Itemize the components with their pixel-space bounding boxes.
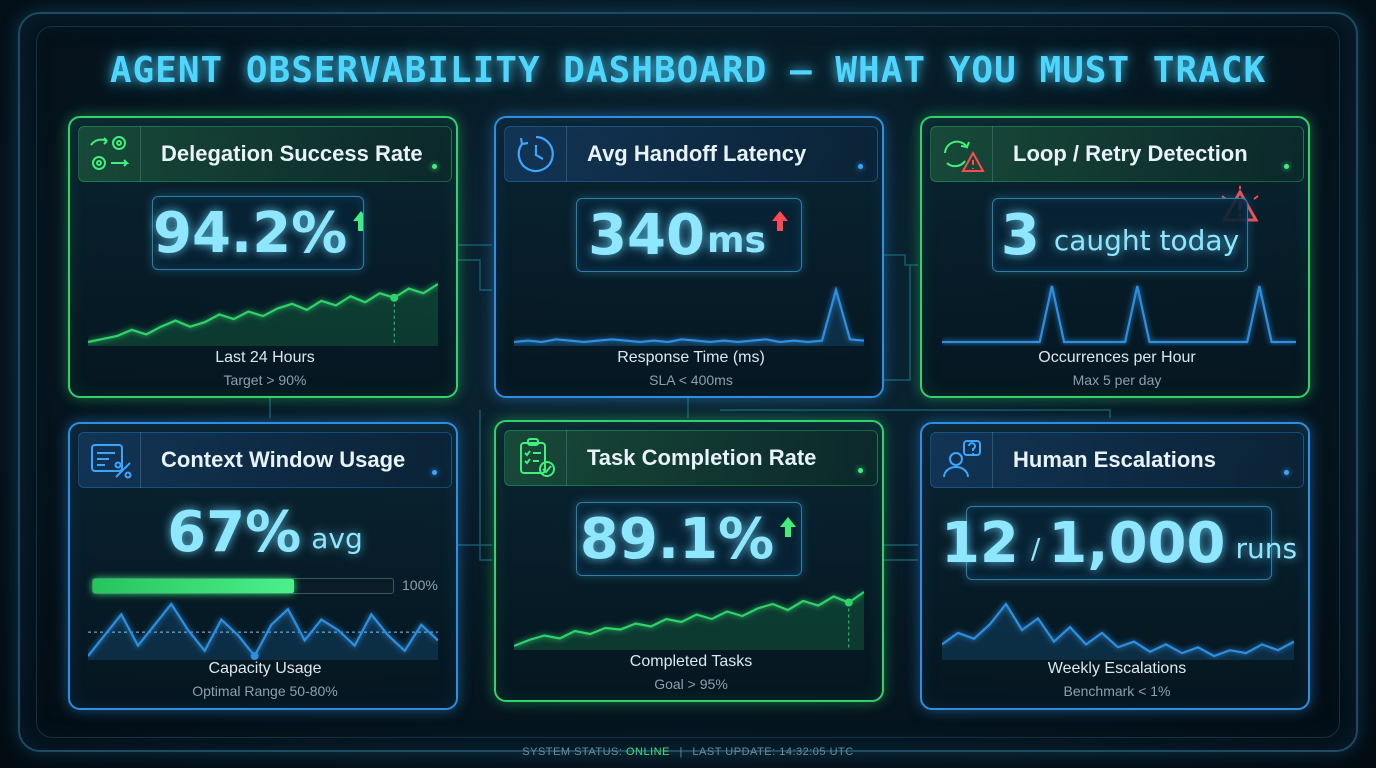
- chart-subcaption: Goal > 95%: [654, 676, 728, 692]
- delegation-gears-icon: [79, 126, 141, 182]
- metric-value: 89.1%: [579, 506, 775, 572]
- sparkline-area: [88, 284, 438, 346]
- metric-value: 340: [588, 202, 705, 268]
- sparkline-area: [514, 592, 864, 650]
- metric-value: 94.2%: [153, 200, 348, 266]
- sparkline-line: [942, 602, 1294, 658]
- panel-loop-retry-detection[interactable]: Loop / Retry Detection 3 caught today Oc…: [920, 116, 1310, 398]
- metric-separator: /: [1030, 532, 1041, 565]
- metric-value-box: 94.2%: [152, 196, 364, 270]
- panel-title: Delegation Success Rate: [161, 141, 423, 166]
- metric-value: 12: [940, 510, 1019, 576]
- dashboard-inner-frame: [36, 26, 1340, 738]
- clipboard-check-icon: [505, 430, 567, 486]
- chart-caption: Weekly Escalations: [1047, 660, 1187, 677]
- panel-delegation-success-rate[interactable]: Delegation Success Rate 94.2% Last 24 Ho…: [68, 116, 458, 398]
- sparkline-chart: [942, 602, 1294, 660]
- panel-header: Context Window Usage: [78, 432, 452, 488]
- sparkline-line: [514, 591, 864, 648]
- metric-value-total: 1,000: [1048, 510, 1226, 576]
- sparkline-chart: [88, 602, 438, 660]
- panel-human-escalations[interactable]: Human Escalations 12 / 1,000 runs Weekly…: [920, 422, 1310, 710]
- loop-retry-icon: [931, 126, 993, 182]
- status-state: ONLINE: [625, 746, 670, 758]
- metric-value: 67%: [167, 500, 302, 565]
- metric-value-row: 67% avg: [70, 500, 460, 565]
- marker-point: [390, 293, 399, 302]
- sparkline-line: [88, 602, 438, 658]
- metric-value-box: 12 / 1,000 runs: [941, 506, 1297, 580]
- progress-max-label: 100%: [402, 577, 438, 593]
- panel-header: Avg Handoff Latency: [504, 126, 878, 182]
- metric-value-box: 89.1%: [576, 502, 802, 576]
- arrow-up-red-icon: [771, 211, 788, 231]
- panel-title: Human Escalations: [1013, 447, 1216, 472]
- arrow-up-green-icon: [780, 517, 797, 537]
- chart-caption: Last 24 Hours: [215, 349, 315, 366]
- person-question-icon: [931, 432, 993, 488]
- chart-subcaption: Benchmark < 1%: [1063, 683, 1171, 699]
- system-status-bar: SYSTEM STATUS: ONLINE | LAST UPDATE: 14:…: [0, 746, 1376, 758]
- context-percent-icon: [79, 432, 141, 488]
- metric-value: 3: [1000, 202, 1040, 268]
- sparkline-chart: [88, 283, 438, 346]
- panel-avg-handoff-latency[interactable]: Avg Handoff Latency 340 ms Response Time…: [494, 116, 884, 398]
- metric-unit: runs: [1235, 532, 1298, 565]
- panel-context-window-usage[interactable]: Context Window Usage 67% avg 100% Capaci…: [68, 422, 458, 710]
- chart-caption: Occurrences per Hour: [1038, 349, 1196, 366]
- sparkline-chart: [514, 286, 864, 346]
- panel-title: Context Window Usage: [161, 447, 406, 472]
- marker-point: [844, 598, 853, 607]
- last-update: LAST UPDATE: 14:32:05 UTC: [692, 746, 854, 758]
- chart-caption: Capacity Usage: [208, 660, 322, 677]
- dashboard-title: AGENT OBSERVABILITY DASHBOARD — WHAT YOU…: [109, 50, 1267, 91]
- sparkline-chart: [942, 285, 1296, 344]
- chart-subcaption: Max 5 per day: [1072, 372, 1162, 388]
- panel-task-completion-rate[interactable]: Task Completion Rate 89.1% Completed Tas…: [494, 420, 884, 702]
- sparkline-area: [942, 604, 1294, 660]
- panel-title: Task Completion Rate: [587, 445, 817, 470]
- sparkline-chart: [514, 591, 864, 650]
- chart-caption: Response Time (ms): [617, 349, 765, 366]
- sparkline-area: [88, 604, 438, 660]
- status-dot: [1284, 164, 1289, 169]
- panel-header: Loop / Retry Detection: [930, 126, 1304, 182]
- marker-point: [250, 652, 259, 660]
- status-label: SYSTEM STATUS:: [522, 746, 623, 758]
- metric-value-box: 340 ms: [576, 198, 802, 272]
- panel-header: Delegation Success Rate: [78, 126, 452, 182]
- panel-header: Task Completion Rate: [504, 430, 878, 486]
- status-dot: [432, 164, 437, 169]
- metric-unit: avg: [311, 522, 363, 555]
- panel-title: Avg Handoff Latency: [587, 141, 807, 166]
- status-separator: |: [679, 746, 683, 758]
- status-dot: [858, 468, 863, 473]
- sparkline-line: [942, 285, 1296, 344]
- chart-subcaption: SLA < 400ms: [649, 372, 733, 388]
- status-dot: [432, 470, 437, 475]
- panel-header: Human Escalations: [930, 432, 1304, 488]
- sparkline-line: [88, 283, 438, 344]
- metric-unit: ms: [706, 220, 766, 261]
- chart-subcaption: Target > 90%: [223, 372, 307, 388]
- metric-unit: caught today: [1053, 224, 1240, 257]
- sparkline-area: [514, 290, 864, 346]
- context-progress-bar: [92, 578, 394, 594]
- chart-caption: Completed Tasks: [629, 653, 753, 670]
- arrow-up-green-icon: [353, 211, 363, 231]
- status-dot: [858, 164, 863, 169]
- clock-icon: [505, 126, 567, 182]
- chart-subcaption: Optimal Range 50-80%: [192, 683, 338, 699]
- metric-value-box: 3 caught today: [992, 198, 1248, 272]
- progress-fill: [93, 579, 294, 593]
- dashboard-frame: [18, 12, 1358, 752]
- status-dot: [1284, 470, 1289, 475]
- sparkline-line: [514, 286, 864, 344]
- panel-title: Loop / Retry Detection: [1013, 141, 1248, 166]
